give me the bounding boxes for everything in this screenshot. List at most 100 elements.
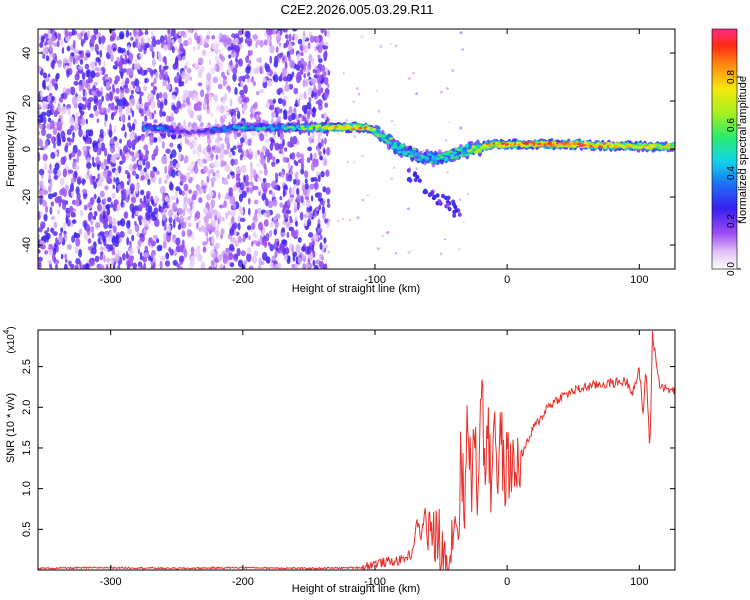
spectrogram-cell xyxy=(393,141,398,147)
spectrogram-cell xyxy=(228,151,233,159)
spectrogram-cell xyxy=(183,94,187,99)
spectrogram-cell xyxy=(38,168,45,176)
spectrogram-cell xyxy=(458,154,464,157)
spectrogram-cell xyxy=(112,217,117,226)
spectrogram-cell xyxy=(134,221,137,226)
spectrogram-cell xyxy=(456,148,461,152)
spectrogram-cell xyxy=(265,209,271,218)
spectrogram-cell xyxy=(198,114,202,120)
spectrogram-cell xyxy=(405,150,411,154)
spectrogram-cell xyxy=(317,192,322,199)
spectrogram-cell xyxy=(244,38,248,44)
spectrogram-cell xyxy=(130,89,134,95)
spectrogram-cell xyxy=(62,168,68,178)
spectrogram-cell xyxy=(135,86,140,93)
spectrogram-cell xyxy=(207,30,211,36)
spectrogram-cell xyxy=(111,251,116,256)
spectrogram-cell xyxy=(127,172,131,179)
spectrogram-cell xyxy=(44,41,47,47)
spectrogram-cell xyxy=(197,106,202,112)
spectrogram-cell xyxy=(313,84,317,92)
spectrogram-cell xyxy=(119,31,125,40)
spectrogram-cell xyxy=(407,176,412,182)
spectrogram-cell xyxy=(317,75,320,85)
spectrogram-cell xyxy=(452,213,457,218)
spectrogram-cell xyxy=(184,76,188,81)
spectrogram-cell xyxy=(306,246,312,256)
spectrogram-cell xyxy=(58,96,64,103)
spectrogram-cell xyxy=(352,160,355,164)
spectrogram-cell xyxy=(321,206,326,214)
spectrogram-cell xyxy=(248,197,251,205)
spectrogram-cell xyxy=(91,232,95,239)
spectrogram-cell xyxy=(309,205,313,212)
spectrogram-cell xyxy=(116,98,120,107)
spectrogram-cell xyxy=(136,63,141,70)
spectrogram-cell xyxy=(324,29,327,37)
spectrogram-cell xyxy=(247,49,252,57)
spectrogram-cell xyxy=(311,244,315,252)
spectrogram-cell xyxy=(127,45,131,50)
spectrogram-cell xyxy=(175,162,181,169)
spectrogram-cell xyxy=(183,183,189,192)
spectrogram-cell xyxy=(277,185,281,191)
spectrogram-cell xyxy=(146,67,152,73)
spectrogram-cell xyxy=(451,202,456,207)
spectrogram-cell xyxy=(302,45,308,54)
spectrogram-cell xyxy=(235,173,240,182)
spectrogram-cell xyxy=(179,180,184,186)
spectrogram-cell xyxy=(47,193,53,200)
spectrogram-cell xyxy=(263,39,268,46)
spectrogram-cell xyxy=(131,170,137,176)
spectrogram-cell xyxy=(150,170,155,179)
spectrogram-cell xyxy=(292,254,296,262)
spectrogram-cell xyxy=(471,145,476,148)
spectrogram-cell xyxy=(308,253,314,261)
spectrogram-cell xyxy=(159,101,164,110)
spectrogram-cell xyxy=(105,264,109,269)
spectrogram-cell xyxy=(126,221,131,229)
spectrogram-cell xyxy=(450,156,455,160)
spectrogram-cell xyxy=(67,59,71,64)
spectrogram-cell xyxy=(145,214,151,221)
spectrogram-cell xyxy=(457,212,462,217)
spectrogram-cell xyxy=(67,107,71,116)
spectrogram-cell xyxy=(416,158,421,161)
spectrogram-cell xyxy=(43,213,48,222)
spectrogram-cell xyxy=(149,112,153,120)
spectrogram-cell xyxy=(254,151,258,160)
spectrogram-cell xyxy=(257,149,260,156)
spectrogram-cell xyxy=(406,168,411,173)
spectrogram-cell xyxy=(62,201,67,210)
spectrogram-cell xyxy=(159,260,163,269)
spectrogram-cell xyxy=(48,174,51,181)
spectrogram-cell xyxy=(341,217,344,221)
spectrogram-cell xyxy=(287,161,291,170)
spectrogram-cell xyxy=(316,147,320,152)
spectrogram-cell xyxy=(76,176,82,185)
spectrogram-cell xyxy=(274,221,280,228)
spectrogram-cell xyxy=(317,227,323,233)
spectrogram-cell xyxy=(101,107,105,113)
spectrogram-cell xyxy=(80,117,86,126)
spectrogram-cell xyxy=(454,155,459,160)
colorbar-tick-label: 0.0 xyxy=(726,262,737,276)
spectrogram-cell xyxy=(239,89,245,96)
x-tick-label: 0 xyxy=(504,274,510,286)
spectrogram-cell xyxy=(306,200,311,208)
spectrogram-cell xyxy=(315,100,321,105)
spectrogram-cell xyxy=(264,131,268,138)
spectrogram-cell xyxy=(206,236,209,244)
spectrogram-cell xyxy=(60,156,66,166)
spectrogram-cell xyxy=(197,82,203,87)
spectrogram-cell xyxy=(137,204,143,210)
spectrogram-cell xyxy=(313,78,318,83)
spectrogram-cell xyxy=(267,36,271,45)
spectrogram-cell xyxy=(134,223,140,233)
spectrogram-cell xyxy=(272,192,276,198)
spectrogram-cell xyxy=(53,231,58,237)
spectrogram-cell xyxy=(323,237,327,244)
spectrogram-cell xyxy=(152,216,157,221)
spectrogram-cell xyxy=(115,140,119,148)
